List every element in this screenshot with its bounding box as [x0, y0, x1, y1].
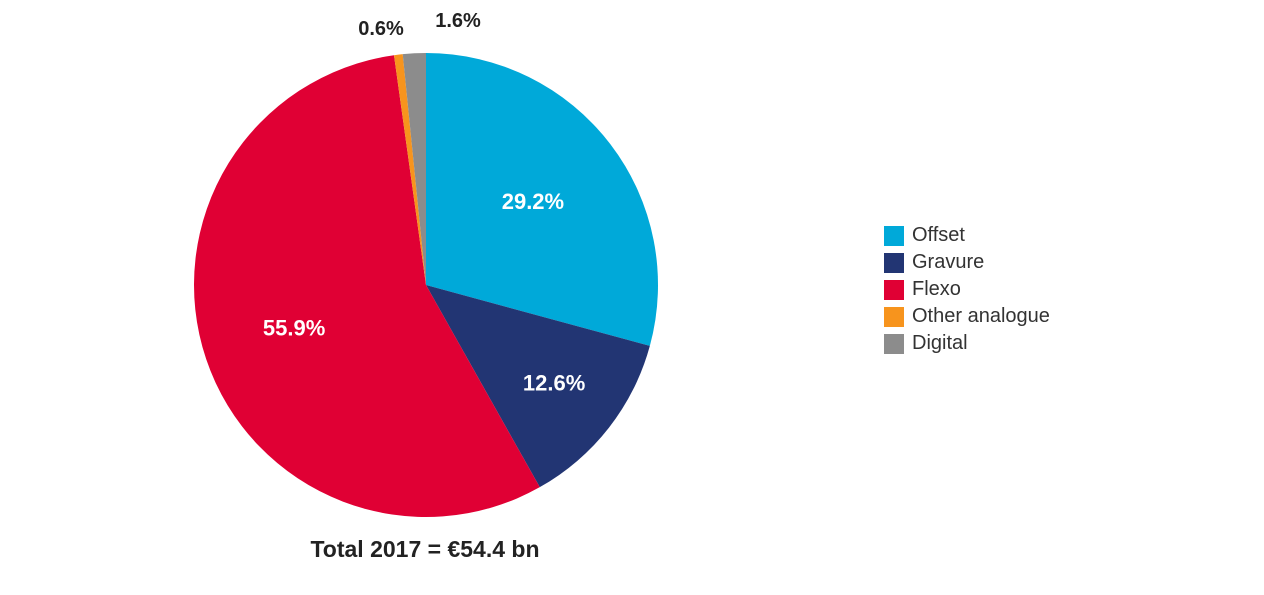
legend-item-other-analogue: Other analogue [884, 303, 1050, 330]
legend-item-offset: Offset [884, 222, 1050, 249]
pie-slice-other-analogue [394, 54, 426, 286]
slice-label-gravure: 12.6% [523, 371, 585, 396]
legend-label-gravure: Gravure [912, 251, 985, 273]
legend-swatch-offset [884, 225, 904, 246]
legend-label-flexo: Flexo [912, 278, 961, 300]
legend-swatch-flexo [884, 279, 904, 300]
pie-slice-flexo [194, 55, 540, 517]
pie-slice-gravure [426, 285, 650, 488]
slice-label-flexo: 55.9% [263, 315, 325, 340]
chart-total-caption: Total 2017 = €54.4 bn [310, 536, 540, 562]
legend-label-digital: Digital [912, 332, 968, 354]
legend-item-flexo: Flexo [884, 276, 1050, 303]
slice-label-digital: 1.6% [435, 10, 481, 32]
legend-swatch-other-analogue [884, 306, 904, 327]
legend-label-offset: Offset [912, 224, 965, 246]
legend-swatch-gravure [884, 252, 904, 273]
legend-item-digital: Digital [884, 330, 1050, 357]
chart-legend: Offset Gravure Flexo Other analogue Digi… [884, 222, 1050, 357]
pie-slice-offset [426, 53, 658, 346]
legend-swatch-digital [884, 333, 904, 354]
legend-label-other-analogue: Other analogue [912, 305, 1050, 327]
slice-label-other-analogue: 0.6% [358, 18, 404, 40]
legend-item-gravure: Gravure [884, 249, 1050, 276]
pie-slice-digital [402, 53, 426, 285]
slice-label-offset: 29.2% [502, 189, 564, 214]
